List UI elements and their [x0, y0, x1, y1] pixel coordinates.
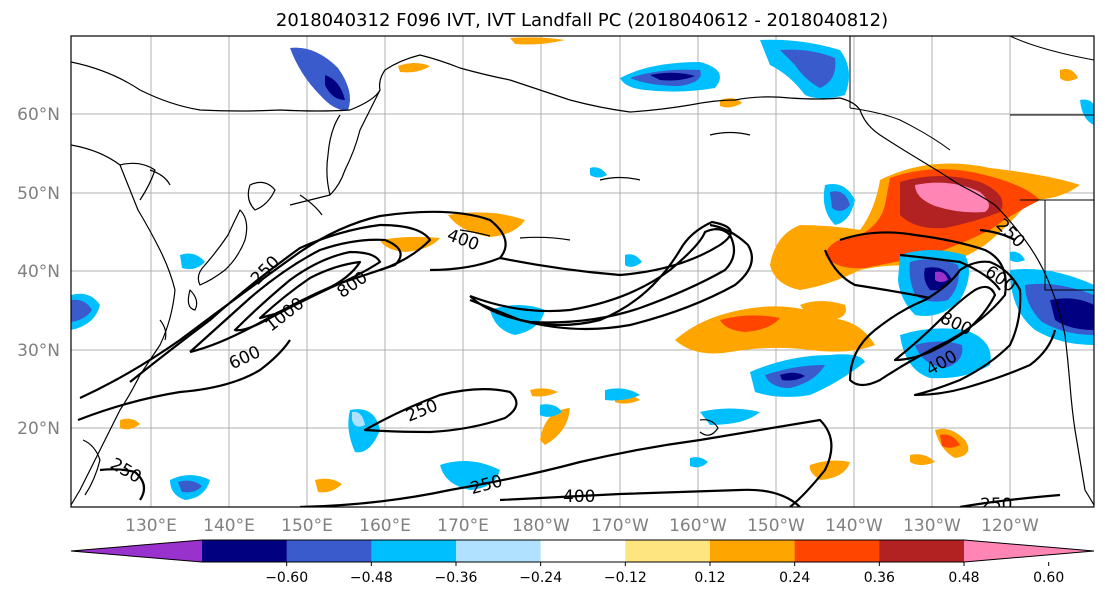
- colorbar-segment: [964, 540, 1094, 562]
- ivt-contours: [77, 210, 1061, 507]
- colorbar-tick-label: 0.12: [694, 570, 725, 586]
- colorbar-segment: [540, 540, 626, 562]
- map-frame: [70, 35, 1095, 508]
- colorbar: −0.60 −0.48 −0.36 −0.24 −0.12 0.12 0.24 0.36 0.4…: [70, 539, 1095, 586]
- colorbar-segment: [456, 540, 542, 562]
- colorbar-tick-label: −0.36: [435, 570, 478, 586]
- lat-label: 30°N: [17, 341, 60, 361]
- lon-label: 160°E: [359, 516, 411, 536]
- colorbar-segment: [286, 540, 372, 562]
- colorbar-segment: [71, 540, 202, 562]
- lat-label: 40°N: [17, 262, 60, 282]
- lat-axis: 60°N 50°N 40°N 30°N 20°N: [17, 105, 60, 439]
- colorbar-segment: [202, 540, 288, 562]
- lon-label: 170°E: [437, 516, 489, 536]
- colorbar-segment: [625, 540, 711, 562]
- lon-label: 150°E: [281, 516, 333, 536]
- lon-label: 140°E: [203, 516, 255, 536]
- colorbar-tick-label: 0.48: [948, 570, 979, 586]
- colorbar-outline: [70, 539, 1095, 563]
- colorbar-tick-label: 0.36: [864, 570, 895, 586]
- lon-label: 140°W: [825, 516, 883, 536]
- lon-axis: 130°E 140°E 150°E 160°E 170°E 180°W 170°…: [125, 516, 1039, 536]
- lat-label: 20°N: [17, 419, 60, 439]
- colorbar-segments: [70, 539, 1095, 563]
- lon-label: 120°W: [981, 516, 1039, 536]
- colorbar-tick-label: −0.48: [350, 570, 393, 586]
- colorbar-segment: [710, 540, 796, 562]
- lat-label: 50°N: [17, 184, 60, 204]
- colorbar-segment: [794, 540, 880, 562]
- colorbar-tick-label: 0.60: [1033, 570, 1064, 586]
- lat-label: 60°N: [17, 105, 60, 125]
- colorbar-tick-label: −0.12: [604, 570, 647, 586]
- colorbar-tick-label: −0.60: [265, 570, 308, 586]
- lon-label: 170°W: [591, 516, 649, 536]
- map-area: 250 1000 800 600 400 250 250 250 400 250…: [71, 36, 1094, 515]
- contour-label-400-low: 400: [563, 487, 595, 507]
- colorbar-tick-label: −0.24: [519, 570, 562, 586]
- pc-shading: [71, 37, 1094, 500]
- contour-label-250-br: 250: [980, 495, 1012, 515]
- lon-label: 180°W: [512, 516, 570, 536]
- lon-label: 150°W: [747, 516, 805, 536]
- colorbar-segment: [879, 540, 965, 562]
- colorbar-ticks: −0.60 −0.48 −0.36 −0.24 −0.12 0.12 0.24 0.36 0.4…: [265, 562, 1064, 586]
- lon-label: 160°W: [669, 516, 727, 536]
- colorbar-tick-label: 0.24: [779, 570, 810, 586]
- lon-label: 130°W: [903, 516, 961, 536]
- colorbar-segment: [371, 540, 457, 562]
- borders: [849, 36, 1094, 291]
- map-title: 2018040312 F096 IVT, IVT Landfall PC (20…: [276, 10, 888, 31]
- lon-label: 130°E: [125, 516, 177, 536]
